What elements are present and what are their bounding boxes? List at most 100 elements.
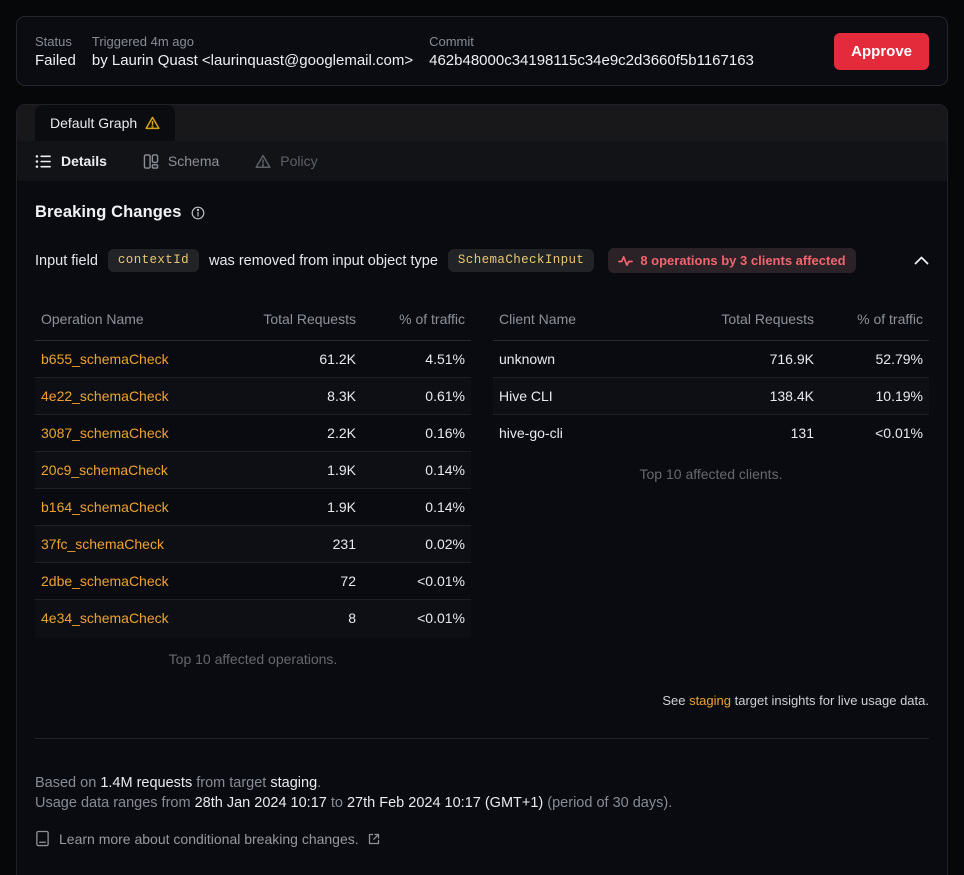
text-segment: from target [192,774,271,791]
total-requests-header: Total Requests [263,311,356,327]
table-header-row: Client Name Total Requests % of traffic [493,301,929,341]
table-row: 4e34_schemaCheck 8 <0.01% [35,599,471,637]
insights-note: See staging target insights for live usa… [35,693,929,708]
table-row: Hive CLI 138.4K 10.19% [493,377,929,415]
usage-tables: Operation Name Total Requests % of traff… [35,301,929,667]
total-requests-header: Total Requests [721,311,814,327]
client-name: unknown [499,351,556,367]
triggered-author: by Laurin Quast <laurinquast@googlemail.… [91,51,414,69]
total-requests-cell: 231 [332,536,356,552]
learn-more-row: Learn more about conditional breaking ch… [35,829,929,849]
total-requests-cell: 131 [790,425,814,442]
table-row: b655_schemaCheck 61.2K 4.51% [35,341,471,378]
text-segment: 27th Feb 2024 10:17 (GMT+1) [346,794,544,811]
total-requests-cell: 1.9K [327,462,356,478]
operation-link[interactable]: 4e22_schemaCheck [41,388,169,404]
details-content: Breaking Changes Input field contextId w… [17,181,947,849]
breaking-change-row: Input field contextId was removed from i… [35,248,929,273]
change-text-middle: was removed from input object type [209,252,438,269]
learn-more-link[interactable]: Learn more about conditional breaking ch… [59,830,359,847]
clients-table-column: Client Name Total Requests % of traffic … [493,301,929,667]
operation-link[interactable]: 2dbe_schemaCheck [41,573,169,589]
list-icon [35,154,52,169]
tab-policy[interactable]: Policy [255,153,318,169]
collapse-chevron-up-icon[interactable] [914,256,929,265]
table-row: 37fc_schemaCheck 231 0.02% [35,525,471,563]
table-row: hive-go-cli 131 <0.01% [493,414,929,452]
check-summary-card: Status Failed Triggered 4m ago by Laurin… [16,16,948,86]
text-segment: Usage data ranges from [35,794,195,811]
section-divider [35,737,929,739]
traffic-header: % of traffic [857,311,923,327]
table-row: unknown 716.9K 52.79% [493,341,929,378]
alert-triangle-icon [255,154,271,169]
operation-link[interactable]: 20c9_schemaCheck [41,462,168,478]
text-segment: 28th Jan 2024 10:17 [194,794,327,811]
triggered-group: Triggered 4m ago by Laurin Quast <laurin… [92,34,413,69]
clients-footnote: Top 10 affected clients. [639,465,783,482]
tab-default-graph[interactable]: Default Graph [35,105,176,141]
pulse-icon [618,255,634,267]
staging-link[interactable]: staging [689,692,731,708]
traffic-cell: <0.01% [875,425,923,442]
client-name: Hive CLI [499,388,553,404]
status-group: Status Failed [35,34,76,69]
usage-summary-line: Based on 1.4M requests from target stagi… [35,773,929,793]
operations-footnote: Top 10 affected operations. [168,650,338,667]
operation-link[interactable]: 3087_schemaCheck [41,425,169,441]
traffic-cell: <0.01% [417,610,465,627]
operation-link[interactable]: b655_schemaCheck [41,351,169,367]
operation-link[interactable]: b164_schemaCheck [41,499,169,515]
table-row: 20c9_schemaCheck 1.9K 0.14% [35,451,471,489]
info-icon[interactable] [191,206,205,220]
tab-schema[interactable]: Schema [143,153,219,169]
tab-schema-label: Schema [167,153,220,169]
text-segment: . [317,774,322,791]
book-icon [35,830,50,847]
table-row: 3087_schemaCheck 2.2K 0.16% [35,414,471,452]
traffic-cell: 0.02% [425,536,465,552]
text-segment: staging [270,774,318,791]
breaking-changes-heading-row: Breaking Changes [35,203,929,222]
traffic-cell: 0.14% [425,499,465,515]
table-row: b164_schemaCheck 1.9K 0.14% [35,488,471,526]
badge-label: 8 operations by 3 clients affected [640,253,846,268]
table-row: 2dbe_schemaCheck 72 <0.01% [35,562,471,600]
tab-policy-label: Policy [280,153,318,169]
type-code-chip: SchemaCheckInput [447,249,595,272]
traffic-cell: 0.14% [425,462,465,478]
check-panel: Default Graph Details [16,104,948,875]
status-value: Failed [35,51,76,69]
operation-link[interactable]: 4e34_schemaCheck [41,610,169,627]
operation-link[interactable]: 37fc_schemaCheck [41,536,164,552]
total-requests-cell: 716.9K [769,351,814,367]
usage-footer: Based on 1.4M requests from target stagi… [35,773,929,849]
tab-details-label: Details [61,153,107,169]
triggered-label: Triggered 4m ago [91,33,194,49]
text-segment: target insights for live usage data. [730,692,929,708]
text-segment: 1.4M requests [100,774,193,791]
total-requests-cell: 61.2K [319,351,356,367]
traffic-cell: 52.79% [875,351,923,367]
traffic-cell: 4.51% [425,351,465,367]
total-requests-cell: 72 [340,573,356,589]
table-row: 4e22_schemaCheck 8.3K 0.61% [35,377,471,415]
total-requests-cell: 2.2K [327,425,356,441]
tab-details[interactable]: Details [35,153,107,169]
commit-hash: 462b48000c34198115c34e9c2d3660f5b1167163 [429,51,754,69]
commit-label: Commit [429,33,474,49]
external-link-icon [368,833,380,845]
total-requests-cell: 8 [348,610,356,627]
approve-button[interactable]: Approve [834,32,929,70]
client-name-header: Client Name [499,311,577,327]
check-nav-tabs: Details Schema Policy [17,141,947,181]
change-text-before: Input field [35,252,98,269]
operation-name-header: Operation Name [41,311,144,327]
text-segment: See [662,692,690,708]
status-label: Status [35,33,72,49]
table-header-row: Operation Name Total Requests % of traff… [35,301,471,341]
operations-table: Operation Name Total Requests % of traff… [35,301,471,637]
traffic-cell: 0.16% [425,425,465,441]
warning-icon [145,116,160,130]
